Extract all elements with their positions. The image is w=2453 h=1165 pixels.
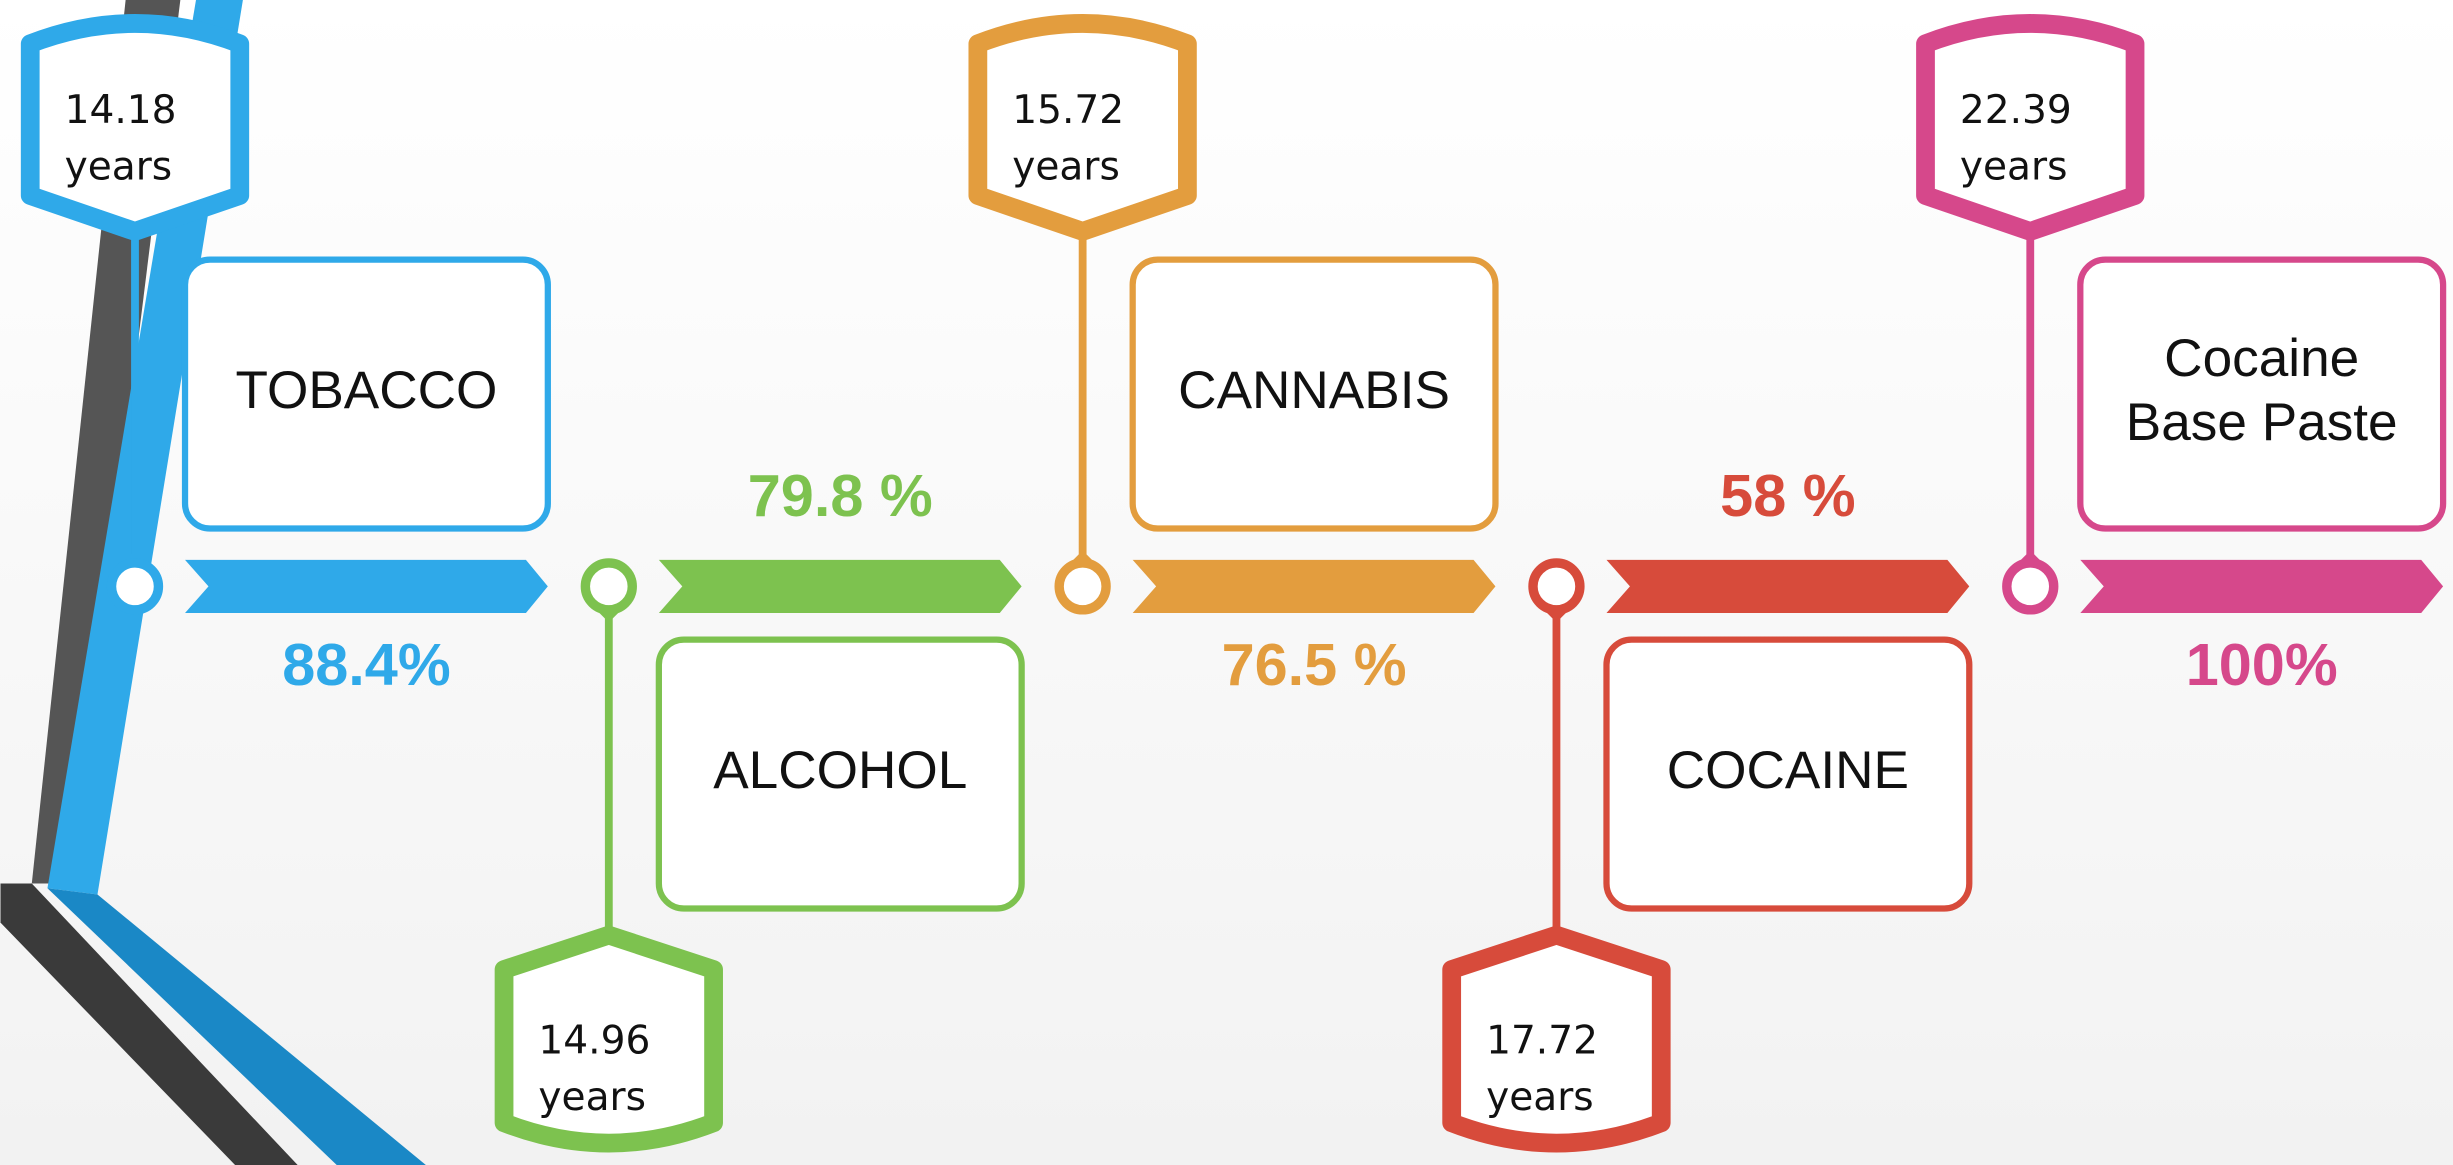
percent: 79.8 % <box>748 462 933 529</box>
pin <box>2007 563 2054 610</box>
pin <box>1533 563 1580 610</box>
pin <box>585 563 632 610</box>
age-value: 15.72 <box>1012 88 1124 133</box>
age-value: 14.96 <box>538 1019 650 1064</box>
age-unit: years <box>1012 144 1120 189</box>
label: Cocaine <box>2164 329 2359 388</box>
arrow <box>659 560 1022 613</box>
age-value: 17.72 <box>1486 1019 1598 1064</box>
percent: 76.5 % <box>1222 631 1407 698</box>
age-value: 14.18 <box>65 88 177 133</box>
percent: 100% <box>2186 631 2338 698</box>
label: TOBACCO <box>235 361 497 420</box>
age-unit: years <box>1486 1075 1594 1120</box>
label: Base Paste <box>2126 393 2398 452</box>
age-unit: years <box>538 1075 646 1120</box>
label: COCAINE <box>1667 741 1909 800</box>
percent: 58 % <box>1720 462 1855 529</box>
page: TOBACCO 88.4% 14.18 years ALCOHOL 79.8 % 14.96… <box>0 0 2453 1165</box>
arrow <box>2080 560 2443 613</box>
label: CANNABIS <box>1178 361 1450 420</box>
percent: 88.4% <box>282 631 450 698</box>
infographic: TOBACCO 88.4% 14.18 years ALCOHOL 79.8 % 14.96… <box>0 0 2453 1165</box>
pin <box>112 563 159 610</box>
pin <box>1059 563 1106 610</box>
arrow <box>185 560 548 613</box>
label: ALCOHOL <box>713 741 967 800</box>
age-unit: years <box>1960 144 2068 189</box>
age-value: 22.39 <box>1960 88 2072 133</box>
arrow <box>1133 560 1496 613</box>
arrow <box>1606 560 1969 613</box>
age-unit: years <box>65 144 173 189</box>
